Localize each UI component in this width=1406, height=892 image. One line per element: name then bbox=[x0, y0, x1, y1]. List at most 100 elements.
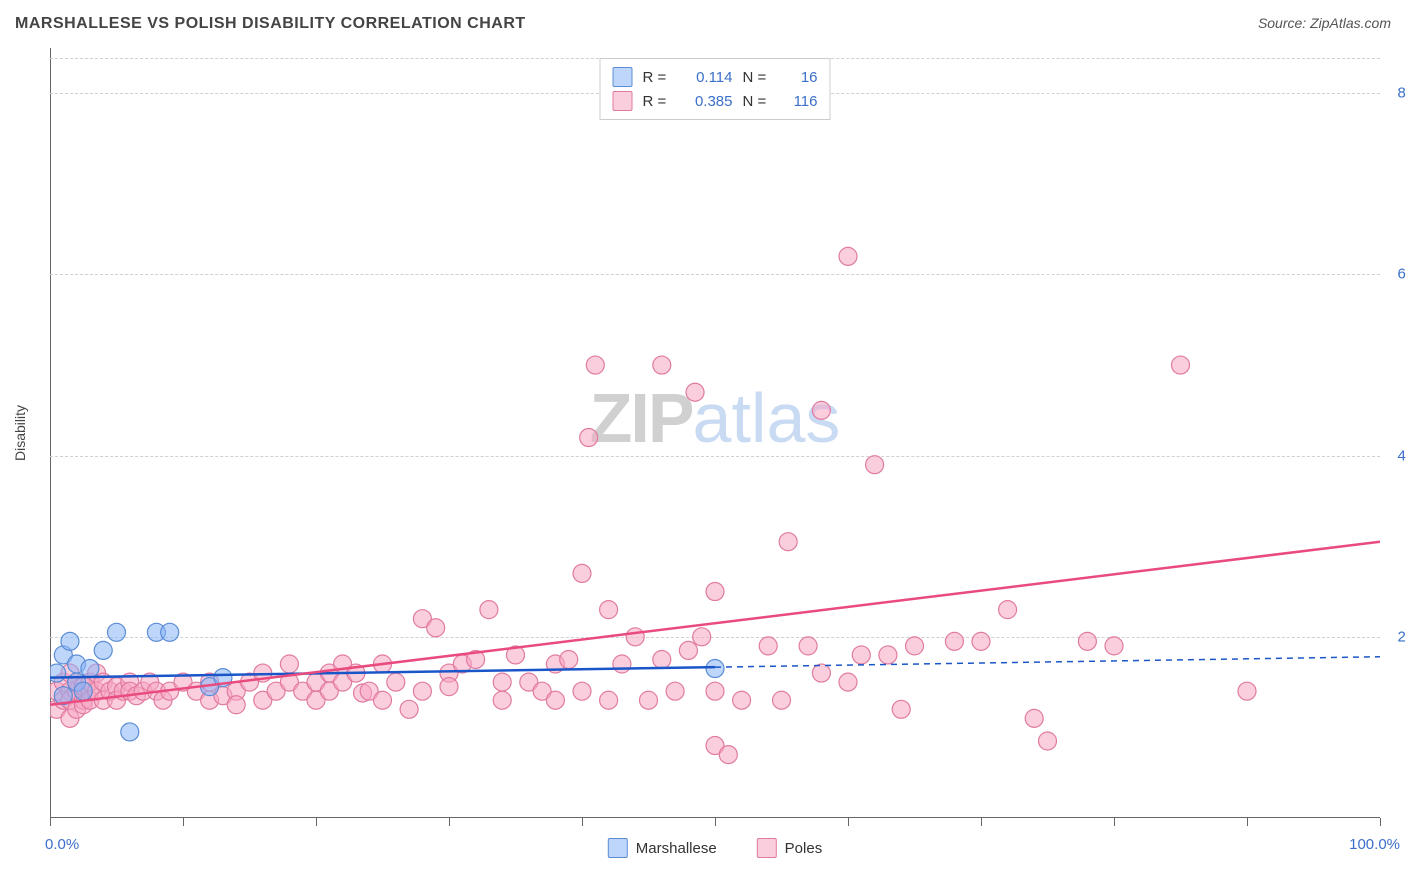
data-point bbox=[799, 637, 817, 655]
data-point bbox=[906, 637, 924, 655]
data-point bbox=[600, 601, 618, 619]
data-point bbox=[573, 564, 591, 582]
data-point bbox=[161, 623, 179, 641]
data-point bbox=[892, 700, 910, 718]
legend-swatch bbox=[608, 838, 628, 858]
x-tick bbox=[183, 818, 184, 826]
legend-row: R = 0.114 N = 16 bbox=[613, 65, 818, 89]
data-point bbox=[666, 682, 684, 700]
data-point bbox=[94, 641, 112, 659]
data-point bbox=[779, 533, 797, 551]
data-point bbox=[546, 691, 564, 709]
r-label: R = bbox=[643, 93, 673, 110]
x-tick bbox=[50, 818, 51, 826]
x-axis-end-label: 100.0% bbox=[1349, 836, 1400, 853]
series-legend: Marshallese Poles bbox=[608, 838, 822, 858]
x-tick bbox=[449, 818, 450, 826]
regression-line bbox=[50, 542, 1380, 705]
data-point bbox=[61, 632, 79, 650]
correlation-legend: R = 0.114 N = 16 R = 0.385 N = 116 bbox=[600, 58, 831, 120]
source-link[interactable]: ZipAtlas.com bbox=[1310, 15, 1391, 31]
x-axis-start-label: 0.0% bbox=[45, 836, 79, 853]
data-point bbox=[706, 660, 724, 678]
legend-swatch bbox=[613, 91, 633, 111]
legend-label: Marshallese bbox=[636, 840, 717, 857]
r-label: R = bbox=[643, 69, 673, 86]
data-point bbox=[280, 655, 298, 673]
data-point bbox=[812, 664, 830, 682]
data-point bbox=[719, 746, 737, 764]
data-point bbox=[706, 583, 724, 601]
n-label: N = bbox=[743, 69, 773, 86]
data-point bbox=[759, 637, 777, 655]
data-point bbox=[999, 601, 1017, 619]
data-point bbox=[972, 632, 990, 650]
data-point bbox=[879, 646, 897, 664]
data-point bbox=[706, 682, 724, 700]
r-value: 0.385 bbox=[683, 93, 733, 110]
source-label: Source: bbox=[1258, 15, 1306, 31]
regression-line-dashed bbox=[715, 657, 1380, 667]
data-point bbox=[773, 691, 791, 709]
data-point bbox=[227, 696, 245, 714]
data-point bbox=[493, 691, 511, 709]
data-point bbox=[374, 691, 392, 709]
data-point bbox=[493, 673, 511, 691]
chart-title: MARSHALLESE VS POLISH DISABILITY CORRELA… bbox=[15, 15, 526, 33]
n-value: 16 bbox=[783, 69, 818, 86]
x-tick bbox=[715, 818, 716, 826]
y-axis-title: Disability bbox=[12, 405, 28, 461]
data-point bbox=[121, 723, 139, 741]
data-point bbox=[1078, 632, 1096, 650]
x-tick bbox=[582, 818, 583, 826]
data-point bbox=[1105, 637, 1123, 655]
data-point bbox=[1238, 682, 1256, 700]
data-point bbox=[74, 682, 92, 700]
data-point bbox=[1172, 356, 1190, 374]
data-point bbox=[945, 632, 963, 650]
data-point bbox=[50, 664, 66, 682]
n-value: 116 bbox=[783, 93, 818, 110]
data-point bbox=[560, 650, 578, 668]
data-point bbox=[733, 691, 751, 709]
data-point bbox=[586, 356, 604, 374]
source-attribution: Source: ZipAtlas.com bbox=[1258, 15, 1391, 31]
legend-row: R = 0.385 N = 116 bbox=[613, 89, 818, 113]
data-point bbox=[573, 682, 591, 700]
legend-swatch bbox=[613, 67, 633, 87]
x-tick bbox=[316, 818, 317, 826]
data-point bbox=[626, 628, 644, 646]
data-point bbox=[427, 619, 445, 637]
data-point bbox=[640, 691, 658, 709]
data-point bbox=[693, 628, 711, 646]
legend-label: Poles bbox=[785, 840, 823, 857]
data-point bbox=[653, 650, 671, 668]
data-point bbox=[413, 682, 431, 700]
data-point bbox=[81, 660, 99, 678]
data-point bbox=[812, 401, 830, 419]
x-tick bbox=[1247, 818, 1248, 826]
data-point bbox=[1025, 709, 1043, 727]
data-point bbox=[400, 700, 418, 718]
r-value: 0.114 bbox=[683, 69, 733, 86]
data-point bbox=[1039, 732, 1057, 750]
data-point bbox=[480, 601, 498, 619]
data-point bbox=[839, 247, 857, 265]
data-point bbox=[852, 646, 870, 664]
y-tick-label: 60.0% bbox=[1397, 266, 1406, 283]
data-point bbox=[580, 429, 598, 447]
y-tick-label: 80.0% bbox=[1397, 85, 1406, 102]
data-point bbox=[613, 655, 631, 673]
x-tick bbox=[1114, 818, 1115, 826]
data-point bbox=[600, 691, 618, 709]
chart-plot-area: Disability 20.0%40.0%60.0%80.0% ZIPatlas… bbox=[50, 48, 1380, 818]
data-point bbox=[653, 356, 671, 374]
scatter-svg bbox=[50, 48, 1380, 818]
n-label: N = bbox=[743, 93, 773, 110]
legend-swatch bbox=[757, 838, 777, 858]
x-tick bbox=[848, 818, 849, 826]
x-tick bbox=[1380, 818, 1381, 826]
y-tick-label: 20.0% bbox=[1397, 628, 1406, 645]
data-point bbox=[387, 673, 405, 691]
data-point bbox=[866, 456, 884, 474]
